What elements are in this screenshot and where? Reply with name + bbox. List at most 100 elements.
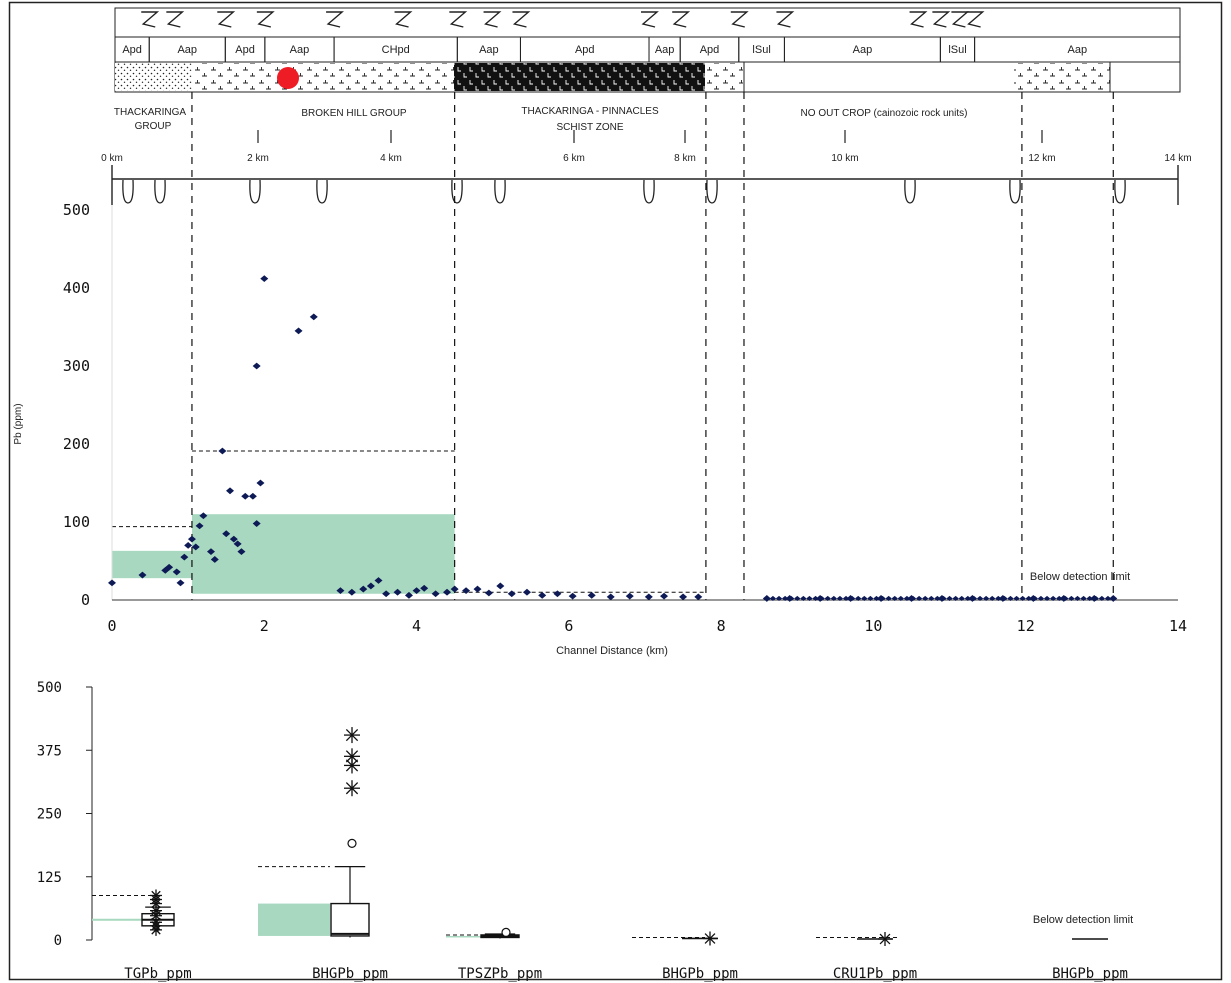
data-point — [794, 595, 801, 602]
outlier-star — [345, 750, 359, 763]
data-point — [473, 585, 482, 593]
litho-broken-hill-gneiss — [192, 63, 454, 91]
contact-symbol — [730, 11, 749, 28]
data-point — [830, 595, 838, 602]
pb-scatter-chart: 0 100 200 300 400 500 0 2 4 6 8 10 12 14 Channel Dist… — [13, 92, 1187, 657]
data-point — [781, 595, 789, 602]
data-point — [226, 487, 235, 495]
box-categories: TGPb_ppm BHGPb_ppm TPSZPb_ppm BHGPb_ppm CRU1… — [124, 966, 1128, 982]
data-point — [1056, 595, 1063, 602]
data-point — [431, 590, 440, 598]
km-label: 6 km — [563, 153, 585, 164]
data-point — [1013, 595, 1020, 602]
axis-ticks: 0 100 200 300 400 500 0 2 4 6 8 10 12 14 — [63, 201, 1187, 635]
outlier-star — [704, 933, 716, 944]
data-point — [873, 595, 880, 602]
data-point — [256, 479, 265, 487]
x-tick-label: 8 — [717, 617, 726, 635]
data-point — [855, 595, 862, 602]
channel-marker — [249, 179, 261, 204]
contact-symbol — [449, 11, 468, 28]
data-point — [885, 595, 892, 602]
mineralisation-marker — [277, 67, 299, 89]
y-tick-label: 400 — [63, 279, 90, 297]
data-point — [769, 595, 777, 602]
data-point — [176, 579, 185, 587]
data-point — [946, 595, 953, 602]
data-point — [606, 593, 615, 601]
data-point — [218, 447, 227, 455]
group-label: THACKARINGA - PINNACLES — [521, 106, 659, 117]
background-range-box — [191, 514, 455, 594]
contact-symbol — [512, 11, 531, 28]
data-point — [818, 595, 825, 602]
data-point — [806, 595, 813, 602]
box-axis-ticks: 0 125 250 375 500 — [37, 680, 92, 949]
y-tick-label: 100 — [63, 513, 90, 531]
data-point — [229, 535, 238, 543]
data-point — [165, 563, 174, 571]
data-point — [1001, 595, 1008, 602]
box-category-label: TGPb_ppm — [124, 966, 191, 982]
outlier-star — [151, 917, 161, 927]
data-point — [237, 548, 246, 556]
figure-border — [8, 1, 1223, 981]
km-label: 14 km — [1164, 153, 1191, 164]
data-point — [248, 492, 257, 500]
data-point — [1092, 595, 1099, 602]
x-tick-label: 6 — [564, 617, 573, 635]
data-point — [800, 595, 807, 602]
data-point — [241, 492, 250, 500]
group-labels: THACKARINGA GROUP BROKEN HILL GROUP THAC… — [114, 106, 968, 133]
contact-symbol — [776, 11, 795, 28]
data-point — [867, 595, 874, 602]
unit-label: lSul — [948, 44, 966, 56]
group-label: GROUP — [135, 121, 172, 132]
data-point — [848, 595, 856, 602]
channel-marker — [451, 179, 463, 204]
unit-label: Aap — [853, 44, 873, 56]
contact-symbol — [483, 11, 502, 28]
data-point — [462, 587, 471, 595]
data-point — [404, 591, 413, 599]
data-point — [982, 595, 990, 602]
data-point — [891, 595, 898, 602]
data-point — [382, 590, 391, 598]
data-point — [1019, 595, 1026, 602]
data-point — [347, 588, 356, 596]
data-point — [679, 593, 688, 601]
x-tick-label: 10 — [864, 617, 882, 635]
data-point — [1043, 595, 1051, 602]
group-label: NO OUT CROP (cainozoic rock units) — [801, 108, 968, 119]
y-tick-label: 0 — [81, 591, 90, 609]
x-tick-label: 14 — [1169, 617, 1187, 635]
data-point — [763, 595, 771, 602]
below-detection-label: Below detection limit — [1030, 571, 1130, 583]
data-point — [1062, 595, 1069, 602]
data-point — [553, 590, 562, 598]
data-point — [644, 593, 653, 601]
data-point — [1086, 595, 1093, 602]
contact-symbol — [951, 11, 970, 28]
data-point — [952, 595, 959, 602]
data-point — [252, 362, 261, 370]
x-tick-label: 0 — [107, 617, 116, 635]
data-point — [420, 584, 429, 592]
unit-label: Apd — [235, 44, 255, 56]
channel-marker — [706, 179, 718, 204]
y-tick-label: 500 — [63, 201, 90, 219]
data-point — [374, 577, 383, 584]
box-y-tick-label: 250 — [37, 807, 62, 823]
box-below-detection-label: Below detection limit — [1033, 914, 1133, 926]
group-label: THACKARINGA — [114, 107, 187, 118]
data-point — [222, 530, 231, 538]
x-axis-label: Channel Distance (km) — [556, 645, 668, 657]
data-point — [958, 595, 965, 602]
data-point — [940, 595, 947, 602]
data-point — [1031, 595, 1039, 602]
box-background-range — [92, 918, 152, 921]
box-elements — [92, 727, 1108, 946]
unit-label: Apd — [575, 44, 595, 56]
channel-marker — [1114, 179, 1126, 204]
